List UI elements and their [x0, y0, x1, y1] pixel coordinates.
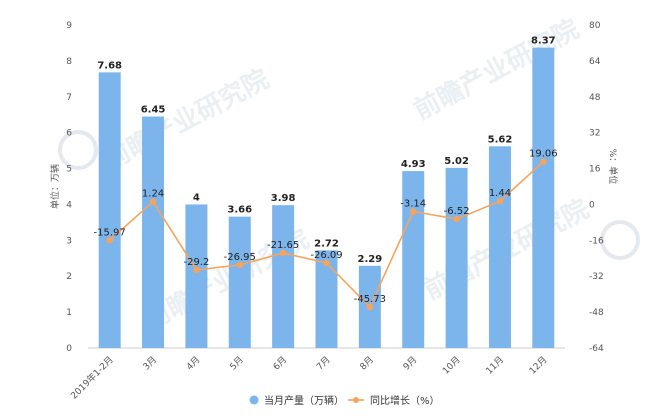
bar: [532, 47, 555, 349]
x-tick-label: 2019年1-2月: [68, 354, 116, 402]
y-right-tick-label: -64: [589, 344, 604, 354]
watermark-text: 前瞻产业研究院: [409, 13, 584, 126]
x-tick-label: 5月: [228, 354, 246, 372]
y-left-tick-label: 8: [66, 57, 72, 67]
x-tick-label: 6月: [271, 354, 289, 372]
y-right-axis-title: %：单位: [607, 149, 619, 185]
y-left-tick-label: 5: [66, 165, 72, 175]
line-value-label: -26.95: [224, 252, 256, 263]
y-left-tick-label: 7: [66, 93, 72, 103]
line-value-label: -15.97: [94, 227, 126, 238]
bar-value-label: 2.29: [358, 254, 383, 265]
line-point: [410, 208, 417, 215]
line-point: [193, 266, 200, 274]
bar: [98, 72, 121, 348]
bar-value-label: 6.45: [141, 105, 166, 116]
x-tick-label: 7月: [314, 354, 332, 372]
line-point: [279, 249, 287, 257]
bar: [315, 250, 338, 348]
x-tick-label: 9月: [401, 354, 419, 372]
bar-value-label: 4.93: [401, 159, 426, 170]
y-left-tick-label: 1: [66, 308, 72, 318]
y-left-tick-label: 3: [66, 236, 72, 246]
line-point: [323, 259, 330, 267]
watermark-logo-icon: [58, 130, 98, 170]
x-tick-label: 8月: [358, 354, 376, 372]
line-value-label: -29.2: [183, 257, 209, 268]
y-left-axis-title: 单位：万辆: [49, 164, 61, 209]
bar-value-label: 4: [193, 192, 200, 203]
x-tick-label: 3月: [141, 354, 159, 372]
line-series: [106, 158, 547, 311]
watermark-logo-icon: [600, 220, 640, 260]
y-left-tick-label: 9: [66, 21, 72, 31]
y-right-tick-label: -16: [589, 236, 604, 246]
line-point: [366, 303, 374, 311]
x-tick-label: 4月: [184, 354, 202, 372]
line-point: [106, 237, 113, 244]
bar-value-label: 5.02: [444, 156, 469, 167]
y-right-tick-label: 32: [589, 129, 600, 139]
y-left-tick-label: 4: [66, 200, 72, 210]
legend-bar-label: 当月产量（万辆）: [264, 394, 344, 407]
y-right-tick-label: 64: [589, 57, 601, 67]
line-value-label: -21.65: [267, 240, 299, 251]
bar: [488, 146, 511, 348]
y-right-tick-label: -48: [589, 308, 604, 318]
line-value-label: 1.44: [489, 188, 511, 199]
bar: [142, 116, 165, 349]
line-value-label: 1.24: [142, 189, 164, 200]
bar-value-label: 3.98: [271, 193, 296, 204]
watermark-text: 前瞻产业研究院: [99, 63, 274, 176]
data-labels: 7.68 6.45 4 3.66 3.98 2.72 2.29 4.93 5.02 5.62 8.3…: [94, 36, 558, 305]
legend[interactable]: 当月产量（万辆） 同比增长（%）: [249, 394, 440, 407]
x-tick-label: 10月: [440, 354, 462, 376]
bar-value-label: 8.37: [531, 36, 556, 47]
y-left-tick-label: 0: [66, 344, 72, 354]
line-point: [453, 215, 460, 223]
legend-bar-marker: [249, 395, 259, 405]
line-point: [540, 158, 547, 165]
x-tick-label: 12月: [527, 354, 549, 376]
line-point: [236, 261, 243, 269]
legend-line-label: 同比增长（%）: [370, 394, 440, 407]
bar-value-label: 5.62: [488, 134, 513, 145]
line-point: [149, 198, 157, 205]
bar: [272, 205, 295, 348]
line-value-label: -6.52: [444, 206, 470, 217]
y-right-tick-label: 16: [589, 165, 601, 175]
y-right-tick-label: 0: [589, 200, 595, 210]
y-right-tick-label: 80: [589, 21, 601, 31]
bar-value-label: 2.72: [314, 238, 339, 249]
y-right-tick-label: -32: [589, 272, 604, 282]
line-value-label: -26.09: [310, 250, 342, 261]
line-value-label: 19.06: [529, 149, 558, 160]
x-tick-label: 11月: [484, 354, 506, 376]
bar: [228, 216, 251, 348]
y-right-tick-label: 48: [589, 93, 601, 103]
bar: [445, 167, 468, 348]
y-left-tick-label: 6: [66, 129, 72, 139]
line-value-label: -3.14: [400, 198, 426, 209]
line-point: [496, 198, 504, 205]
bar: [402, 171, 425, 348]
y-left-tick-label: 2: [66, 272, 72, 282]
legend-line-dot: [353, 397, 359, 403]
bar-value-label: 7.68: [97, 60, 122, 71]
line-value-label: -45.73: [354, 294, 386, 305]
bar-value-label: 3.66: [227, 205, 252, 216]
bar: [185, 204, 208, 348]
